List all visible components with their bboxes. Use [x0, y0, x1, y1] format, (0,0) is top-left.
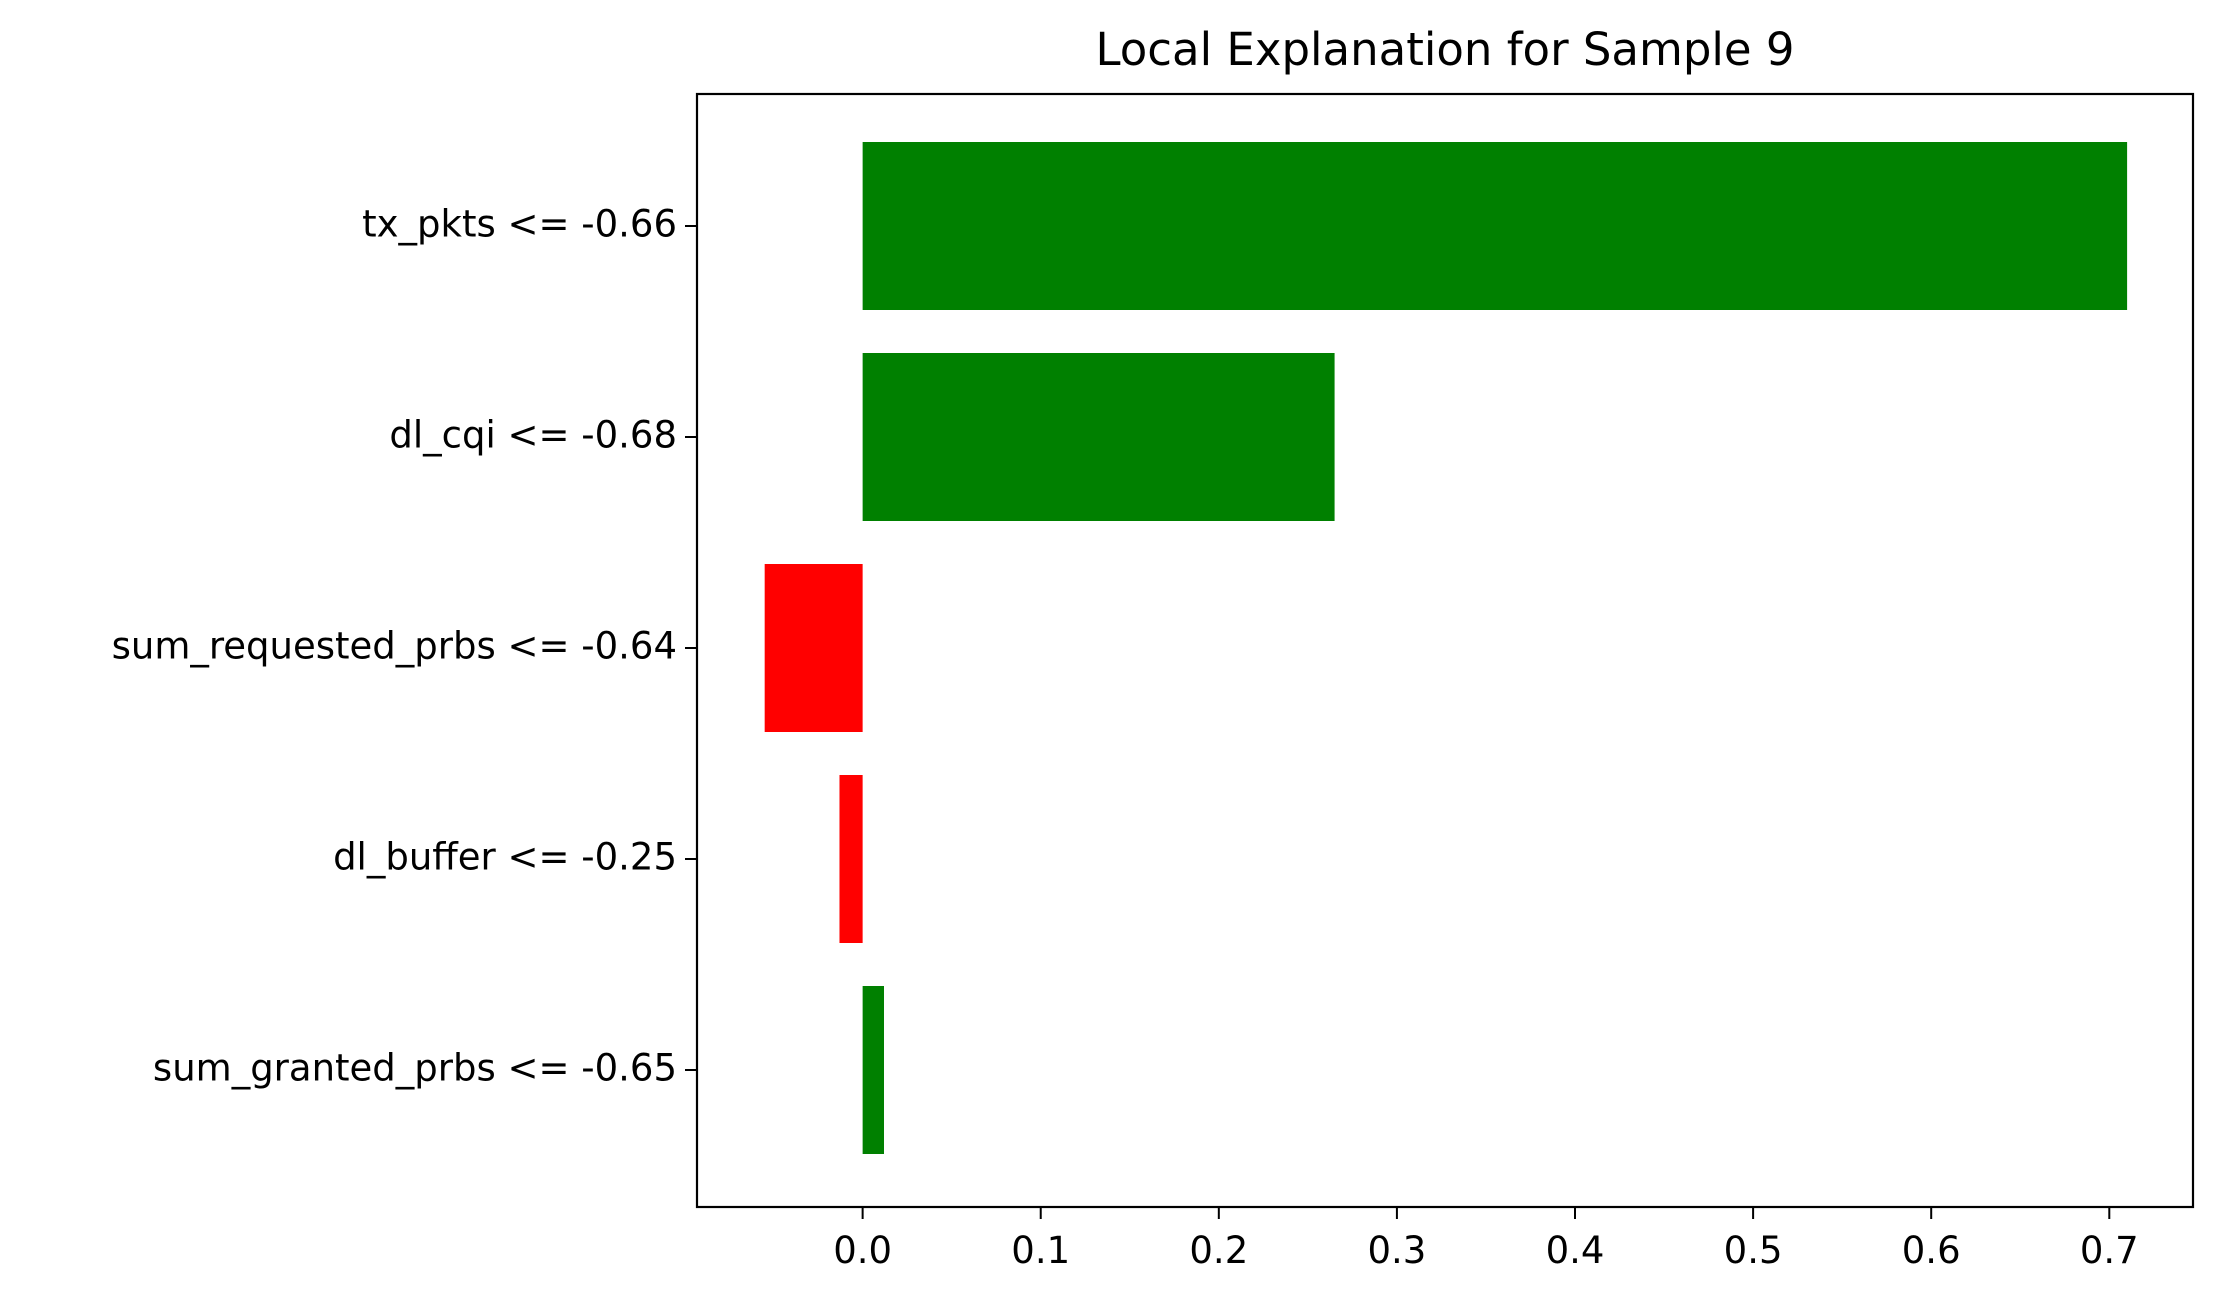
- chart-title: Local Explanation for Sample 9: [1095, 23, 1794, 76]
- x-tick-label: 0.6: [1902, 1229, 1961, 1272]
- y-axis: tx_pkts <= -0.66 dl_cqi <= -0.68 sum_reque…: [112, 203, 697, 1090]
- x-tick-label: 0.2: [1189, 1229, 1248, 1272]
- x-tick-label: 0.4: [1546, 1229, 1605, 1272]
- plot-frame: [695, 92, 2195, 1209]
- y-tick-label: tx_pkts <= -0.66: [362, 203, 677, 246]
- x-tick-label: 0.1: [1011, 1229, 1070, 1272]
- bar-2: [764, 564, 863, 732]
- x-tick-label: 0.7: [2080, 1229, 2139, 1272]
- bar-0: [862, 142, 2128, 310]
- bar-4: [862, 986, 884, 1154]
- y-tick-label: sum_requested_prbs <= -0.64: [112, 625, 677, 668]
- bars-group: [764, 142, 2128, 1154]
- x-axis: 0.0 0.1 0.2 0.3 0.4 0.5 0.6 0.7: [833, 1207, 2139, 1272]
- x-tick-label: 0.5: [1724, 1229, 1783, 1272]
- bar-1: [862, 353, 1335, 521]
- y-tick-label: sum_granted_prbs <= -0.65: [153, 1047, 677, 1090]
- x-tick-label: 0.0: [833, 1229, 892, 1272]
- bar-3: [839, 775, 863, 943]
- y-tick-label: dl_buffer <= -0.25: [333, 836, 677, 879]
- x-tick-label: 0.3: [1367, 1229, 1426, 1272]
- y-tick-label: dl_cqi <= -0.68: [389, 414, 677, 457]
